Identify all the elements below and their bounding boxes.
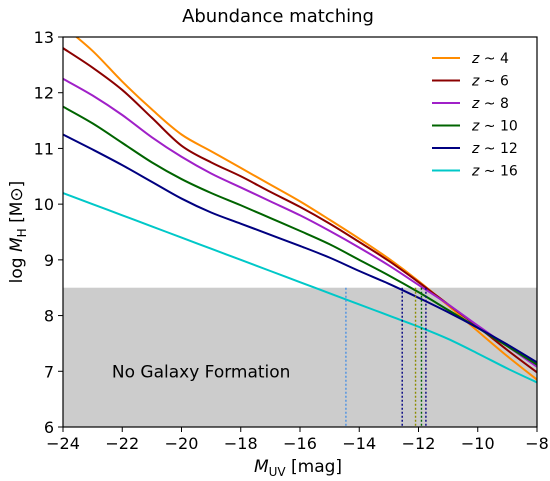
chart-title: Abundance matching [182, 6, 374, 27]
plot-area: No Galaxy Formation [63, 26, 537, 427]
x-tick-label: −14 [342, 434, 376, 453]
no-galaxy-formation-label: No Galaxy Formation [112, 362, 291, 382]
legend-label-z6: z ~ 6 [471, 74, 509, 90]
legend: z ~ 4 z ~ 6 z ~ 8 z ~ 10 z ~ 12 z ~ 16 [432, 51, 518, 180]
y-tick-label: 11 [34, 139, 54, 158]
x-tick-label: −20 [165, 434, 199, 453]
y-tick-label: 9 [44, 251, 54, 270]
y-tick-label: 13 [34, 28, 54, 47]
y-axis-ticks: 6 7 8 9 10 11 12 13 [34, 28, 63, 437]
x-tick-label: −22 [105, 434, 139, 453]
y-tick-label: 12 [34, 84, 54, 103]
y-tick-label: 10 [34, 195, 54, 214]
x-tick-label: −12 [402, 434, 436, 453]
legend-label-z12: z ~ 12 [471, 141, 518, 157]
legend-label-z4: z ~ 4 [471, 51, 509, 67]
x-axis-ticks: −24 −22 −20 −18 −16 −14 −12 −10 −8 [46, 427, 549, 453]
x-tick-label: −18 [224, 434, 258, 453]
legend-label-z10: z ~ 10 [471, 119, 518, 135]
no-galaxy-formation-region [63, 288, 537, 427]
y-tick-label: 7 [44, 362, 54, 381]
legend-label-z16: z ~ 16 [471, 164, 518, 180]
x-tick-label: −16 [283, 434, 317, 453]
y-tick-label: 6 [44, 418, 54, 437]
x-tick-label: −10 [461, 434, 495, 453]
x-tick-label: −8 [525, 434, 549, 453]
x-axis-label: MUV [mag] [254, 457, 342, 479]
legend-label-z8: z ~ 8 [471, 96, 509, 112]
y-tick-label: 8 [44, 307, 54, 326]
y-axis-label: log MH [M⊙] [7, 181, 29, 284]
